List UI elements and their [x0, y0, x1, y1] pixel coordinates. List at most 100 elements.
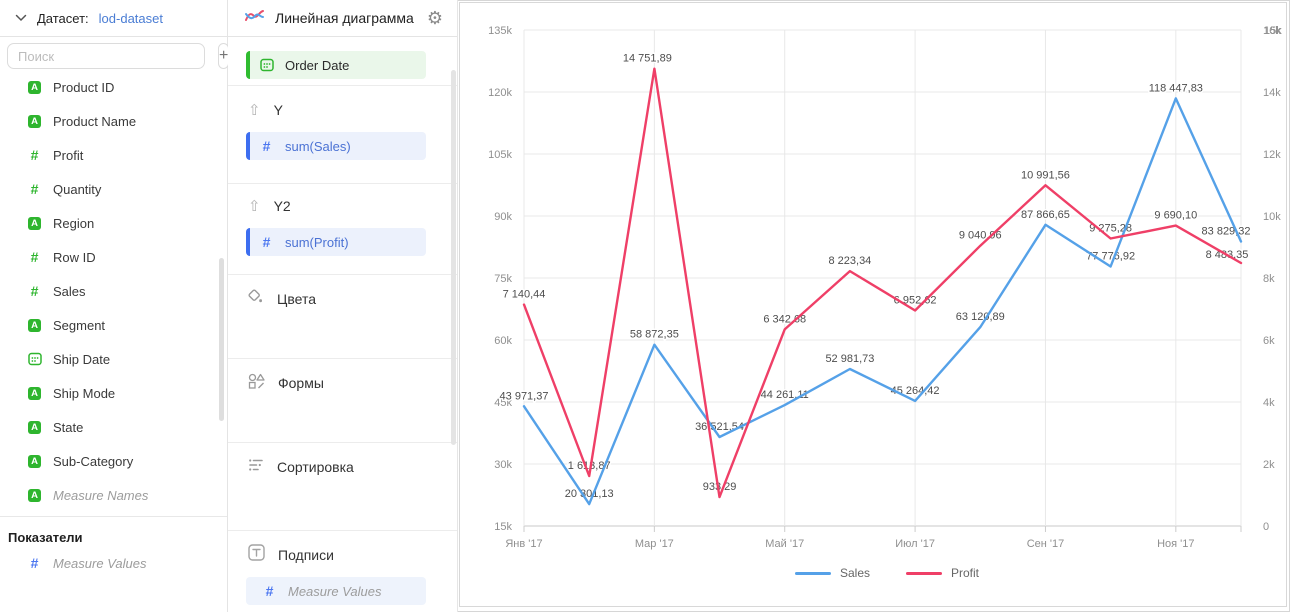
svg-text:90k: 90k [494, 211, 512, 223]
y-section-label: Y [273, 102, 283, 118]
svg-text:2k: 2k [1263, 459, 1275, 471]
y-field-label: sum(Sales) [285, 138, 351, 154]
text-field-icon: A [27, 216, 42, 230]
field-row-sales[interactable]: # Sales [0, 274, 227, 308]
dataset-name-link[interactable]: lod-dataset [98, 10, 163, 26]
svg-text:58 872,35: 58 872,35 [630, 329, 679, 341]
svg-text:36 521,54: 36 521,54 [695, 421, 744, 433]
x-field-pill[interactable]: Order Date [246, 51, 426, 79]
config-panel-scrollbar[interactable] [451, 70, 456, 445]
svg-text:20 301,13: 20 301,13 [565, 488, 614, 500]
shapes-section-label: Формы [278, 375, 324, 391]
field-label: Row ID [53, 249, 96, 265]
svg-text:63 120,89: 63 120,89 [956, 311, 1005, 323]
field-label: Profit [53, 147, 84, 163]
field-label: Ship Date [53, 351, 111, 367]
labels-field-label: Measure Values [288, 583, 382, 599]
svg-text:15k: 15k [1264, 25, 1282, 37]
sales-legend-line-icon [794, 571, 831, 575]
field-label: Product ID [53, 79, 115, 95]
field-row-measure-values[interactable]: # Measure Values [0, 546, 227, 580]
arrow-up-icon: ⇧ [248, 197, 261, 215]
gear-icon[interactable]: ⚙ [426, 8, 443, 28]
legend-item-sales[interactable]: Sales [794, 566, 870, 580]
sort-section-header[interactable]: Сортировка [228, 453, 457, 481]
field-row-profit[interactable]: # Profit [0, 138, 227, 172]
svg-text:Июл '17: Июл '17 [895, 538, 935, 550]
field-row-row-id[interactable]: # Row ID [0, 240, 227, 274]
field-row-ship-date[interactable]: Ship Date [0, 342, 227, 376]
field-label: Sub-Category [53, 453, 134, 469]
left-panel-scrollbar[interactable] [219, 258, 224, 421]
svg-text:9 690,10: 9 690,10 [1154, 210, 1197, 222]
chart-config-panel: Линейная диаграмма ⚙ Order Date ⇧ Y # su… [228, 0, 458, 612]
svg-text:14 751,89: 14 751,89 [623, 53, 672, 65]
svg-text:45k: 45k [494, 397, 512, 409]
field-row-sub-category[interactable]: A Sub-Category [0, 444, 227, 478]
y2-field-label: sum(Profit) [285, 234, 349, 250]
svg-text:4k: 4k [1263, 397, 1275, 409]
field-row-product-name[interactable]: A Product Name [0, 104, 227, 138]
section-y: ⇧ Y # sum(Sales) [228, 86, 457, 184]
svg-text:Мар '17: Мар '17 [635, 538, 674, 550]
svg-text:10 991,56: 10 991,56 [1021, 169, 1070, 181]
dataset-header: Датасет: lod-dataset [0, 0, 227, 37]
field-row-product-id[interactable]: A Product ID [0, 70, 227, 104]
labels-field-pill[interactable]: # Measure Values [246, 577, 426, 605]
svg-text:Сен '17: Сен '17 [1027, 538, 1065, 550]
chart-legend: Sales Profit [474, 566, 1290, 580]
y2-section-label: Y2 [273, 198, 291, 214]
field-label: Product Name [53, 113, 137, 129]
sort-icon [248, 458, 264, 477]
chevron-down-icon[interactable] [15, 14, 27, 22]
field-row-region[interactable]: A Region [0, 206, 227, 240]
y-field-pill[interactable]: # sum(Sales) [246, 132, 426, 160]
field-label: State [53, 419, 84, 435]
svg-text:14k: 14k [1263, 87, 1281, 99]
colors-section-header[interactable]: Цвета [228, 285, 457, 313]
field-row-ship-mode[interactable]: A Ship Mode [0, 376, 227, 410]
line-chart-svg: 15k 0 30k 2k 45k 4k 60k 6k 75k 8k 90k 10k 105k 12k 120… [488, 25, 1282, 550]
labels-section-label: Подписи [278, 547, 334, 563]
sales-line [522, 97, 1243, 506]
search-input[interactable] [7, 43, 205, 69]
svg-text:6k: 6k [1263, 335, 1275, 347]
text-field-icon: A [27, 488, 42, 502]
section-colors: Цвета [228, 275, 457, 359]
legend-item-profit[interactable]: Profit [906, 566, 979, 580]
calendar-icon [259, 58, 274, 72]
sort-section-label: Сортировка [277, 459, 354, 475]
shapes-section-header[interactable]: Формы [228, 369, 457, 397]
field-search-row: + [0, 37, 230, 69]
svg-text:9 040,96: 9 040,96 [959, 230, 1002, 242]
number-field-icon: # [30, 249, 39, 265]
pill-accent-bar [246, 51, 250, 79]
divider [0, 516, 227, 517]
date-field-icon [27, 352, 42, 366]
labels-section-header: Подписи [228, 541, 457, 569]
svg-text:83 829,32: 83 829,32 [1202, 226, 1251, 238]
field-label: Segment [53, 317, 106, 333]
field-row-state[interactable]: A State [0, 410, 227, 444]
field-row-quantity[interactable]: # Quantity [0, 172, 227, 206]
y2-section-header: ⇧ Y2 [228, 192, 457, 220]
section-labels: Подписи # Measure Values [228, 531, 457, 612]
chart-type-title: Линейная диаграмма [275, 10, 414, 26]
svg-text:75k: 75k [494, 273, 512, 285]
x-field-label: Order Date [285, 57, 350, 73]
text-field-icon: A [27, 386, 42, 400]
svg-text:16k: 16k [1263, 25, 1281, 37]
svg-text:52 981,73: 52 981,73 [825, 353, 874, 365]
text-field-icon: A [27, 420, 42, 434]
svg-text:6 342,68: 6 342,68 [763, 313, 806, 325]
field-row-measure-names[interactable]: A Measure Names [0, 478, 227, 512]
field-row-segment[interactable]: A Segment [0, 308, 227, 342]
text-field-icon: A [27, 80, 42, 94]
text-field-icon: A [27, 318, 42, 332]
text-label-icon [248, 544, 265, 566]
y2-field-pill[interactable]: # sum(Profit) [246, 228, 426, 256]
legend-label: Profit [951, 566, 980, 580]
field-list: A Product ID A Product Name # Profit # Quantity… [0, 70, 227, 512]
section-sort: Сортировка [228, 443, 457, 531]
svg-text:30k: 30k [494, 459, 512, 471]
